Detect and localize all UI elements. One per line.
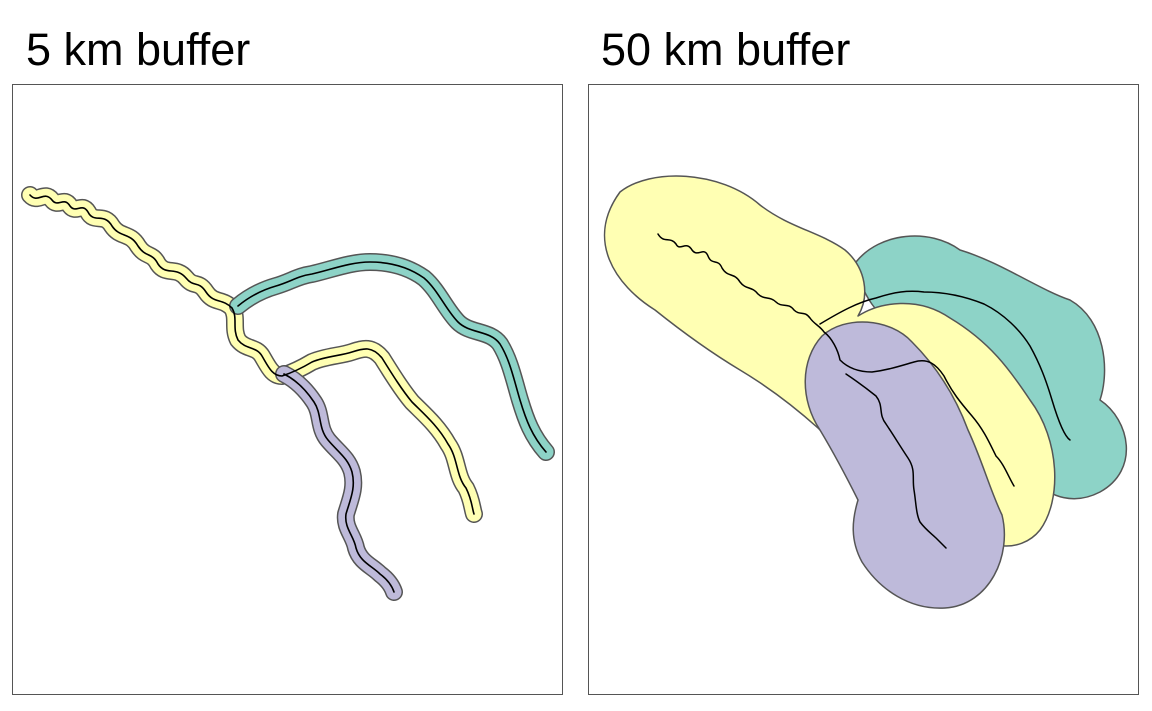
buffer-purple-50km: [804, 321, 1006, 609]
river-lines-5km: [29, 194, 547, 593]
buffer-teal: [229, 253, 555, 461]
panel-50km-buffers: [603, 175, 1127, 609]
buffer-purple: [275, 365, 403, 601]
buffer-yellow-main: [21, 186, 483, 523]
panel-title-5km: 5 km buffer: [26, 24, 251, 75]
river-lines-50km: [657, 233, 1071, 549]
panel-title-50km: 50 km buffer: [601, 24, 851, 75]
panel-5km-buffers: [21, 186, 555, 601]
map-panel-5km: [12, 84, 563, 695]
